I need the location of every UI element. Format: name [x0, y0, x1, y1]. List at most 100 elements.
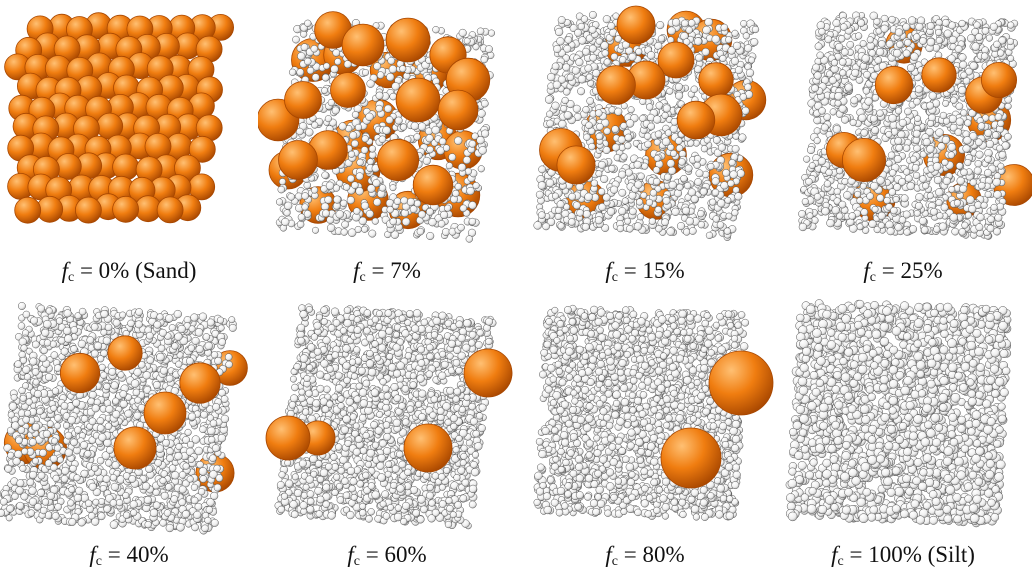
silt-particle	[184, 428, 192, 436]
silt-particle	[928, 91, 937, 100]
silt-particle	[886, 227, 895, 236]
silt-particle	[694, 155, 702, 163]
silt-particle	[376, 71, 385, 79]
silt-particle	[60, 475, 69, 483]
silt-particle	[458, 28, 467, 37]
silt-particle	[926, 192, 934, 200]
silt-particle	[861, 54, 870, 63]
silt-particle	[893, 183, 902, 192]
silt-particle	[378, 135, 387, 144]
silt-particle	[600, 41, 609, 50]
silt-particle	[823, 113, 831, 121]
silt-particle	[839, 69, 847, 77]
silt-particle	[361, 135, 369, 143]
silt-particle	[894, 28, 904, 37]
caption: fc = 25%	[863, 258, 943, 285]
silt-particle	[744, 83, 752, 91]
silt-particle	[949, 123, 958, 132]
silt-particle	[546, 110, 554, 118]
silt-particle	[301, 203, 309, 211]
silt-particle	[857, 19, 866, 27]
silt-particle	[618, 170, 627, 179]
silt-particle	[372, 179, 381, 188]
silt-particle	[948, 35, 958, 45]
sand-particle	[14, 196, 42, 224]
silt-particle	[954, 45, 963, 54]
silt-particle	[681, 206, 691, 215]
silt-particle	[948, 185, 956, 193]
silt-particle	[724, 196, 732, 204]
silt-particle	[824, 35, 833, 44]
silt-particle	[545, 178, 555, 188]
silt-particle	[478, 146, 487, 155]
silt-particle	[80, 469, 89, 478]
silt-particle	[428, 218, 437, 227]
silt-particle	[731, 144, 740, 153]
silt-particle	[643, 132, 652, 140]
silt-particle	[556, 200, 565, 209]
silt-particle	[347, 174, 355, 183]
silt-particle	[468, 201, 477, 210]
silt-particle	[353, 207, 361, 215]
silt-particle	[278, 178, 287, 186]
silt-particle	[863, 70, 871, 79]
silt-particle	[662, 104, 671, 113]
silt-particle	[351, 181, 359, 189]
silt-particle	[933, 175, 943, 185]
silt-particle	[871, 94, 880, 102]
silt-particle	[676, 222, 686, 231]
silt-particle	[935, 36, 943, 45]
silt-particle	[454, 183, 462, 191]
silt-particle	[937, 142, 946, 151]
silt-particle	[826, 70, 834, 78]
silt-particle	[993, 190, 1002, 199]
silt-particle	[814, 42, 823, 51]
silt-particle	[596, 122, 604, 131]
silt-particle	[652, 177, 661, 186]
silt-particle	[22, 310, 31, 319]
silt-particle	[323, 62, 331, 70]
sand-particle	[341, 23, 385, 67]
silt-particle	[361, 68, 370, 77]
silt-particle	[869, 114, 878, 123]
silt-particle	[838, 104, 847, 113]
silt-particle	[675, 144, 684, 152]
silt-particle	[892, 48, 902, 58]
silt-particle	[200, 410, 208, 419]
silt-particle	[913, 209, 921, 217]
silt-particle	[409, 205, 418, 214]
silt-particle	[959, 60, 968, 69]
silt-particle	[988, 114, 997, 123]
silt-particle	[904, 38, 912, 47]
silt-particle	[537, 181, 547, 190]
silt-particle	[748, 56, 756, 64]
silt-particle	[283, 209, 291, 217]
sand-particle	[616, 5, 656, 45]
silt-particle	[542, 222, 550, 231]
silt-particle	[877, 211, 886, 220]
silt-particle	[386, 72, 395, 82]
silt-particle	[275, 198, 284, 206]
sand-particle	[874, 65, 914, 105]
silt-particle	[732, 186, 740, 194]
silt-particle	[843, 191, 852, 200]
silt-particle	[198, 312, 208, 321]
sand-particle	[75, 196, 102, 224]
silt-particle	[909, 155, 918, 163]
silt-particle	[695, 53, 704, 62]
silt-particle	[602, 193, 611, 202]
silt-particle	[729, 170, 738, 179]
silt-particle	[557, 16, 566, 25]
silt-particle	[690, 194, 699, 204]
silt-particle	[958, 53, 967, 62]
silt-particle	[360, 146, 369, 154]
particle-cube-mixture	[533, 5, 767, 241]
silt-particle	[813, 137, 821, 145]
silt-particle	[947, 54, 956, 63]
silt-particle	[575, 58, 584, 67]
silt-particle	[984, 155, 992, 164]
silt-particle	[976, 213, 985, 222]
silt-particle	[712, 136, 721, 144]
sand-particle	[284, 81, 322, 119]
silt-particle	[906, 63, 916, 72]
